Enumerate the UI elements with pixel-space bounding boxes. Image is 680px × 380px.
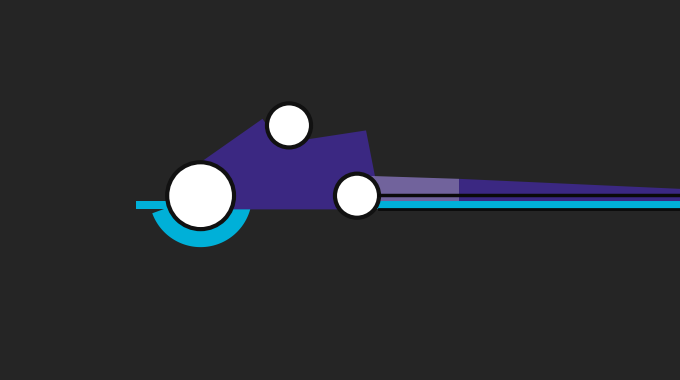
Polygon shape [368, 176, 459, 201]
Bar [136, 201, 680, 209]
Polygon shape [167, 103, 379, 229]
Circle shape [167, 162, 234, 229]
Circle shape [335, 174, 379, 218]
Polygon shape [459, 179, 680, 201]
Circle shape [267, 103, 311, 147]
Polygon shape [152, 178, 252, 247]
